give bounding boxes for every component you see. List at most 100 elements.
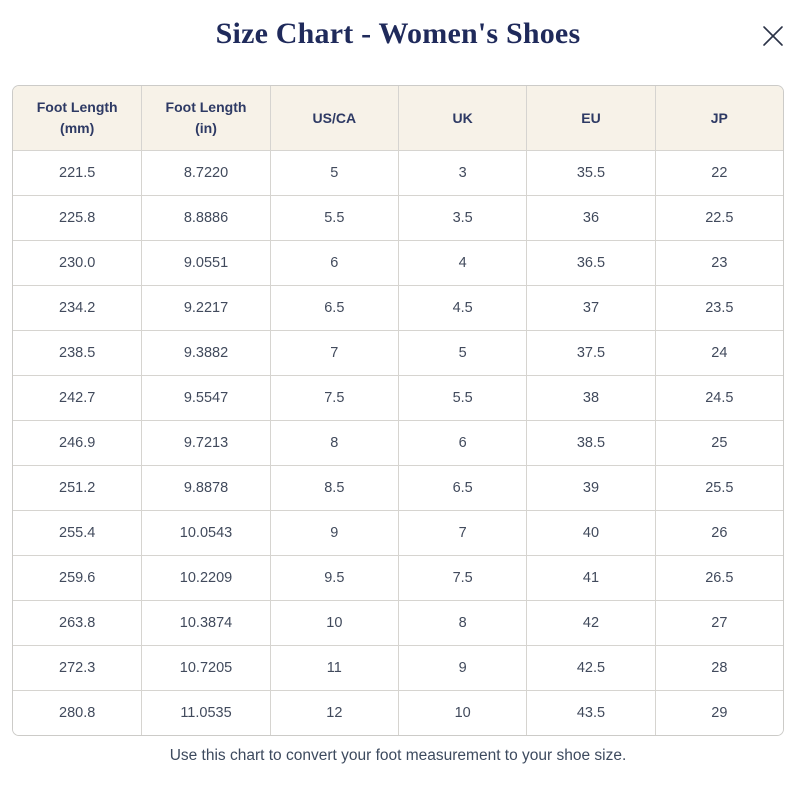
table-cell: 38.5	[526, 420, 655, 465]
table-cell: 230.0	[13, 240, 142, 285]
table-cell: 37	[526, 285, 655, 330]
table-cell: 8.7220	[141, 150, 270, 195]
table-row: 230.0 9.0551 6 4 36.5 23	[13, 240, 783, 285]
table-cell: 10	[269, 600, 398, 645]
table-cell: 9.0551	[141, 240, 270, 285]
table-cell: 6.5	[397, 465, 527, 510]
table-cell: 23	[654, 240, 783, 285]
table-cell: 9.2217	[141, 285, 270, 330]
table-row: 234.2 9.2217 6.5 4.5 37 23.5	[13, 285, 783, 330]
table-cell: 5.5	[269, 195, 398, 240]
table-row: 272.3 10.7205 11 9 42.5 28	[13, 645, 783, 690]
table-cell: 35.5	[526, 150, 655, 195]
column-header-foot-length-in: Foot Length (in)	[141, 86, 270, 150]
column-header-us-ca: US/CA	[269, 86, 398, 150]
table-cell: 28	[654, 645, 783, 690]
table-cell: 25	[654, 420, 783, 465]
table-cell: 8.5	[269, 465, 398, 510]
table-cell: 42.5	[526, 645, 655, 690]
table-cell: 4	[397, 240, 527, 285]
table-cell: 234.2	[13, 285, 142, 330]
column-header-jp: JP	[654, 86, 783, 150]
table-cell: 27	[654, 600, 783, 645]
table-row: 225.8 8.8886 5.5 3.5 36 22.5	[13, 195, 783, 240]
table-cell: 39	[526, 465, 655, 510]
close-button[interactable]	[756, 19, 790, 53]
footer-note: Use this chart to convert your foot meas…	[169, 747, 627, 764]
table-cell: 8	[397, 600, 527, 645]
table-cell: 25.5	[654, 465, 783, 510]
table-cell: 255.4	[13, 510, 142, 555]
table-row: 221.5 8.7220 5 3 35.5 22	[13, 150, 783, 195]
table-cell: 9.5547	[141, 375, 270, 420]
size-chart-modal: Size Chart - Women's Shoes Foot Length (…	[0, 17, 796, 798]
table-cell: 246.9	[13, 420, 142, 465]
table-cell: 8	[269, 420, 398, 465]
table-cell: 40	[526, 510, 655, 555]
size-chart-table: Foot Length (mm) Foot Length (in) US/CA …	[13, 86, 783, 735]
column-header-uk: UK	[397, 86, 527, 150]
table-cell: 10.7205	[141, 645, 270, 690]
table-row: 263.8 10.3874 10 8 42 27	[13, 600, 783, 645]
table-cell: 42	[526, 600, 655, 645]
table-cell: 37.5	[526, 330, 655, 375]
table-cell: 9.5	[269, 555, 398, 600]
table-cell: 29	[654, 690, 783, 735]
table-cell: 7.5	[397, 555, 527, 600]
table-header-row: Foot Length (mm) Foot Length (in) US/CA …	[13, 86, 783, 150]
table-cell: 280.8	[13, 690, 142, 735]
table-cell: 23.5	[654, 285, 783, 330]
table-cell: 22.5	[654, 195, 783, 240]
table-cell: 9	[269, 510, 398, 555]
table-cell: 225.8	[13, 195, 142, 240]
table-cell: 36.5	[526, 240, 655, 285]
table-cell: 259.6	[13, 555, 142, 600]
table-cell: 41	[526, 555, 655, 600]
table-cell: 26.5	[654, 555, 783, 600]
table-cell: 221.5	[13, 150, 142, 195]
table-cell: 10	[397, 690, 527, 735]
table-cell: 9.3882	[141, 330, 270, 375]
table-cell: 7	[397, 510, 527, 555]
close-icon	[761, 24, 785, 48]
table-cell: 7.5	[269, 375, 398, 420]
table-cell: 6.5	[269, 285, 398, 330]
table-cell: 272.3	[13, 645, 142, 690]
table-cell: 11.0535	[141, 690, 270, 735]
table-cell: 3.5	[397, 195, 527, 240]
table-cell: 5	[397, 330, 527, 375]
table-cell: 242.7	[13, 375, 142, 420]
size-chart-table-container: Foot Length (mm) Foot Length (in) US/CA …	[12, 85, 784, 736]
table-cell: 24.5	[654, 375, 783, 420]
table-row: 251.2 9.8878 8.5 6.5 39 25.5	[13, 465, 783, 510]
table-row: 280.8 11.0535 12 10 43.5 29	[13, 690, 783, 735]
table-cell: 9.8878	[141, 465, 270, 510]
table-row: 255.4 10.0543 9 7 40 26	[13, 510, 783, 555]
column-header-eu: EU	[526, 86, 655, 150]
table-cell: 263.8	[13, 600, 142, 645]
table-cell: 9	[397, 645, 527, 690]
table-cell: 5	[269, 150, 398, 195]
table-cell: 11	[269, 645, 398, 690]
table-cell: 43.5	[526, 690, 655, 735]
table-cell: 251.2	[13, 465, 142, 510]
column-header-foot-length-mm: Foot Length (mm)	[13, 86, 142, 150]
table-cell: 36	[526, 195, 655, 240]
table-row: 238.5 9.3882 7 5 37.5 24	[13, 330, 783, 375]
table-row: 242.7 9.5547 7.5 5.5 38 24.5	[13, 375, 783, 420]
modal-title: Size Chart - Women's Shoes	[215, 17, 581, 50]
table-cell: 10.2209	[141, 555, 270, 600]
table-cell: 6	[269, 240, 398, 285]
table-cell: 9.7213	[141, 420, 270, 465]
table-cell: 5.5	[397, 375, 527, 420]
table-cell: 10.0543	[141, 510, 270, 555]
table-cell: 4.5	[397, 285, 527, 330]
table-cell: 38	[526, 375, 655, 420]
table-cell: 10.3874	[141, 600, 270, 645]
size-chart-body: 221.5 8.7220 5 3 35.5 22 225.8 8.8886 5.5 3.5 36 22…	[13, 150, 783, 735]
table-cell: 238.5	[13, 330, 142, 375]
table-cell: 6	[397, 420, 527, 465]
table-cell: 12	[269, 690, 398, 735]
table-cell: 3	[397, 150, 527, 195]
table-cell: 8.8886	[141, 195, 270, 240]
